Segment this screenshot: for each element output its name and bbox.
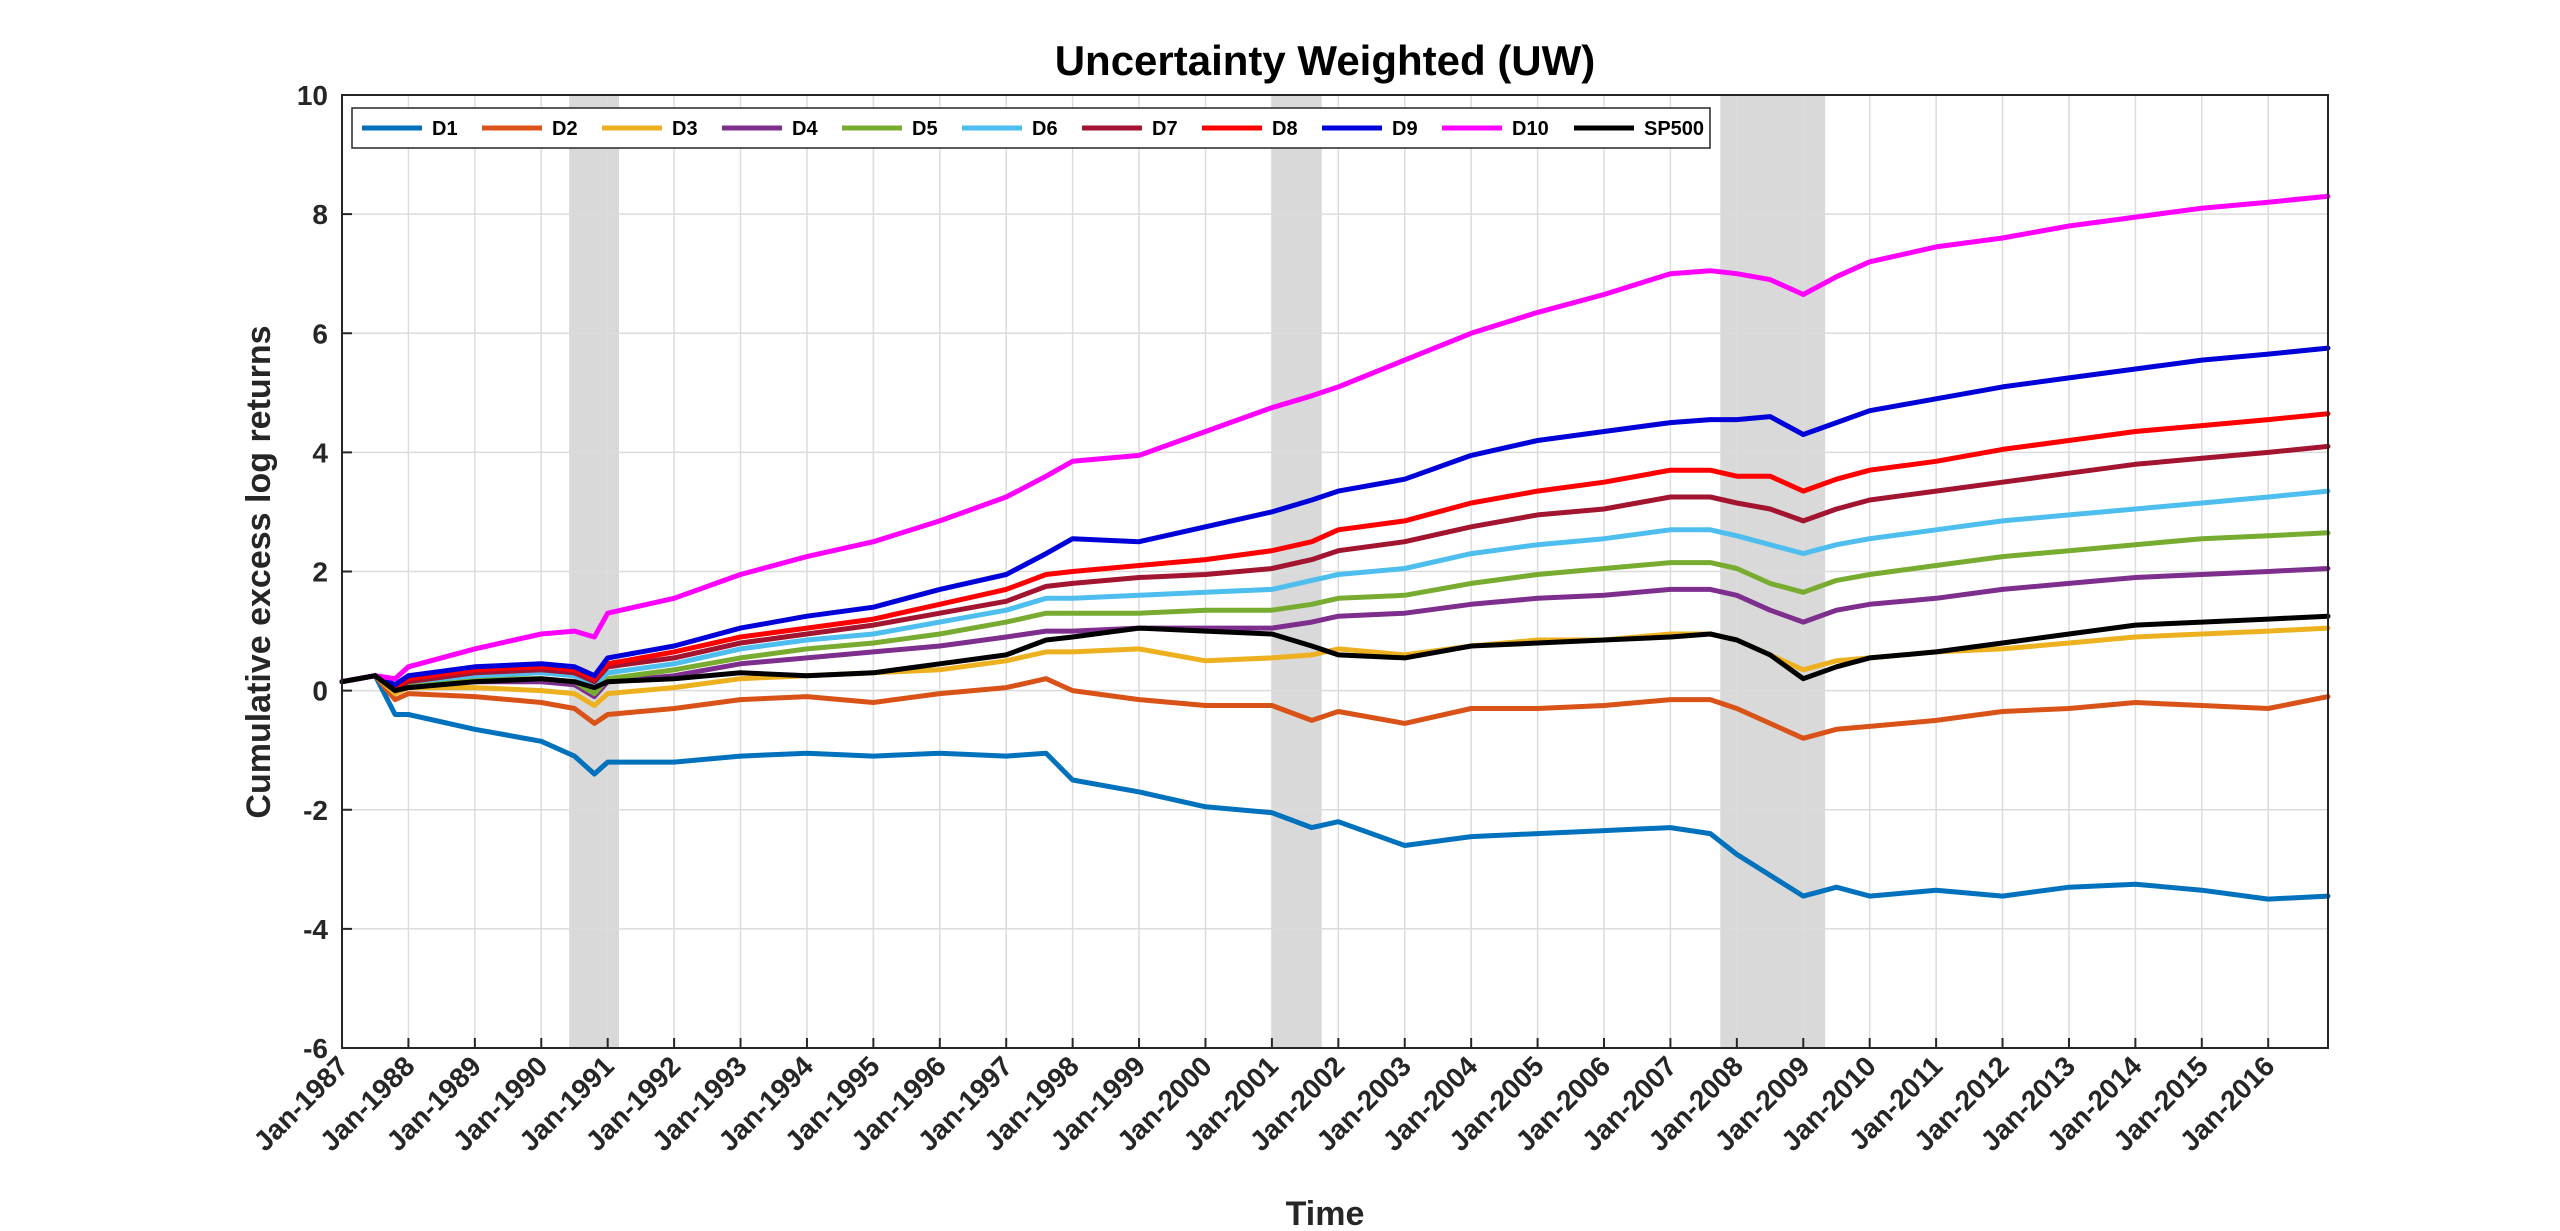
legend-label-d6: D6 [1032,118,1058,140]
y-tick-label: 6 [312,318,328,349]
legend-label-d10: D10 [1512,118,1549,140]
series-line-d2 [339,673,2331,741]
legend-label-d5: D5 [912,118,938,140]
legend-label-d2: D2 [552,118,578,140]
series-line-d10 [339,193,2331,685]
series-line-d6 [339,488,2331,691]
legend-label-d8: D8 [1272,118,1298,140]
grid-group [341,94,2328,1049]
y-tick-label: -6 [303,1033,328,1064]
y-tick-label: 2 [312,557,328,588]
y-tick-label: 10 [297,80,328,111]
legend-label-d3: D3 [672,118,698,140]
x-tick-labels: Jan-1987Jan-1988Jan-1989Jan-1990Jan-1991… [248,1038,2280,1157]
series-line-d8 [339,411,2331,691]
legend-label-d9: D9 [1392,118,1418,140]
series-line-d7 [339,443,2331,691]
series-line-d5 [339,530,2331,697]
legend-label-d4: D4 [792,118,818,140]
y-tick-label: 4 [312,437,328,468]
y-axis-label: Cumulative excess log returns [240,325,278,818]
series-line-sp500 [339,613,2331,694]
chart-title: Uncertainty Weighted (UW) [1055,37,1596,84]
y-tick-label: -2 [303,795,328,826]
series-group [339,193,2331,902]
series-line-d4 [339,566,2331,700]
series-line-d9 [339,345,2331,688]
y-tick-label: 0 [312,676,328,707]
legend-label-d1: D1 [432,118,458,140]
series-line-d1 [339,673,2331,902]
legend-label-sp500: SP500 [1644,118,1704,140]
legend: D1 D2 D3 D4 D5 D6 D7 D8 D9 D10 SP500 [351,107,1711,149]
y-tick-labels: -6 -4 -2 0 2 4 6 8 10 [297,80,352,1064]
y-tick-label: 8 [312,199,328,230]
y-tick-label: -4 [303,914,328,945]
x-axis-label: Time [1286,1195,1365,1231]
legend-label-d7: D7 [1152,118,1178,140]
